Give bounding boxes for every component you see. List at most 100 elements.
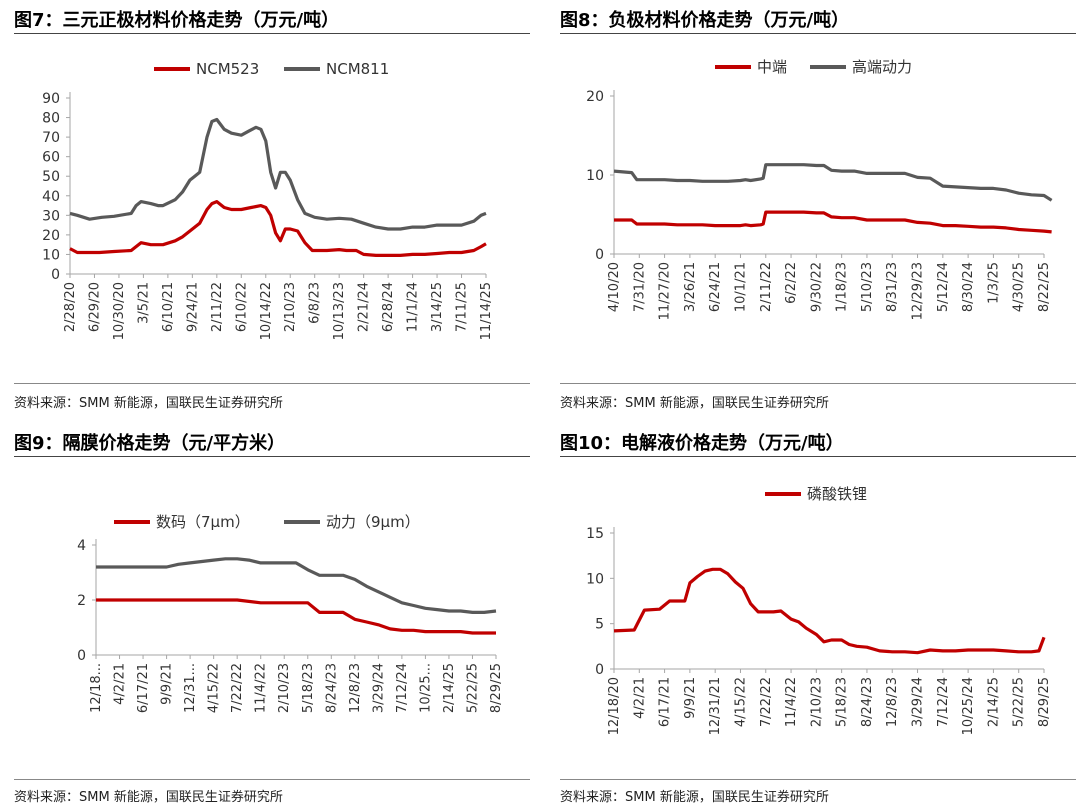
x-tick-label: 6/10/21 [161,282,176,332]
x-tick-label: 6/17/21 [658,677,673,727]
x-tick-label: 4/30/25 [1012,262,1027,312]
legend-label: 磷酸铁锂 [807,485,867,503]
x-tick-label: 6/10/22 [234,282,249,332]
divider [560,779,1076,780]
series-line [69,200,487,257]
x-tick-label: 12/29/23 [911,262,926,320]
y-tick-label: 70 [42,130,60,146]
chart-panel-10: 图10：电解液价格走势（万元/吨） 0 5 10 15 12/18/20 4/2/21 6/… [560,423,1076,806]
divider [14,456,530,457]
x-tick-label: 2/28/20 [63,282,78,332]
y-tick-label: 90 [42,91,60,107]
legend-label: NCM523 [196,60,259,78]
x-tick-label: 6/29/20 [87,282,102,332]
x-tick-label: 6/28/24 [381,282,396,332]
x-tick-label: 2/14/25 [986,677,1001,727]
chart-svg: 0 10 20 4/10/20 7/31/20 11/27/20 3/26/21 6/24/2… [586,58,1053,320]
x-tick-label: 9/24/21 [185,282,200,332]
x-tick-label: 6/24/21 [708,262,723,312]
series-line [613,567,1046,655]
x-tick-label: 11/4/22 [254,663,269,713]
x-tick-label: 5/10/23 [860,262,875,312]
y-tick-label: 0 [595,247,604,263]
x-tick-label: 3/29/24 [371,663,386,713]
x-tick-label: 4/2/21 [632,677,647,719]
divider [14,383,530,384]
x-tick-label: 4/10/20 [607,262,622,312]
divider [560,33,1076,34]
x-tick-label: 8/30/24 [961,262,976,312]
x-tick-label: 2/10/23 [809,677,824,727]
chart-svg: 0 5 10 15 12/18/20 4/2/21 6/17/21 9/9/21 12/31/2… [586,485,1052,735]
x-tick-label: 10/25... [418,663,433,713]
x-tick-label: 12/8/23 [885,677,900,727]
chart-svg: 0 10 20 30 40 50 60 70 80 90 2/28/20 6/29/20 10/30/2… [42,60,494,340]
x-tick-label: 3/5/21 [136,282,151,324]
legend-label: NCM811 [326,60,389,78]
x-tick-label: 2/10/23 [277,663,292,713]
series-line [96,557,497,614]
x-tick-label: 7/31/20 [632,262,647,312]
x-tick-label: 8/31/23 [885,262,900,312]
x-tick-label: 2/21/24 [357,282,372,332]
x-tick-label: 12/18... [89,663,104,713]
y-tick-label: 0 [77,648,86,664]
y-tick-label: 20 [586,89,604,105]
x-tick-label: 1/18/23 [835,262,850,312]
x-tick-label: 6/2/22 [784,262,799,304]
x-tick-label: 8/24/23 [324,663,339,713]
x-tick-label: 11/27/20 [658,262,673,320]
x-tick-label: 3/14/25 [430,282,445,332]
x-tick-label: 9/9/21 [683,677,698,719]
y-tick-label: 10 [586,571,604,587]
x-tick-label: 1/3/25 [986,262,1001,304]
source-note: 资料来源：SMM 新能源，国联民生证券研究所 [560,396,829,411]
chart-title: 图10：电解液价格走势（万元/吨） [560,433,844,454]
x-tick-label: 12/31/21 [708,677,723,735]
x-tick-label: 4/2/21 [113,663,128,705]
series-line [96,598,496,635]
x-tick-label: 5/18/23 [301,663,316,713]
x-tick-label: 2/11/22 [210,282,225,332]
y-tick-label: 50 [42,169,60,185]
x-tick-label: 3/29/24 [911,677,926,727]
y-tick-label: 80 [42,111,60,127]
y-tick-label: 0 [595,662,604,678]
chart-panel-7: 图7：三元正极材料价格走势（万元/吨） 0 10 20 30 40 50 60 70 80 90 2… [14,0,530,413]
x-tick-label: 3/26/21 [683,262,698,312]
x-tick-label: 7/22/22 [759,677,774,727]
chart-panel-9: 图9：隔膜价格走势（元/平方米） 0 2 4 12/18... 4/2/21 6/17/2… [14,423,530,806]
y-tick-label: 2 [77,593,86,609]
x-tick-label: 10/30/20 [112,282,127,340]
x-tick-label: 10/1/21 [733,262,748,312]
x-tick-label: 7/12/24 [395,663,410,713]
x-tick-label: 8/29/25 [489,663,504,713]
x-tick-label: 12/18/20 [607,677,622,735]
series-line [613,163,1053,202]
x-tick-label: 10/25/24 [961,677,976,735]
legend-label: 数码（7μm） [156,513,250,531]
x-tick-label: 7/12/24 [936,677,951,727]
y-tick-label: 20 [42,228,60,244]
chart-panel-8: 图8：负极材料价格走势（万元/吨） 0 10 20 4/10/20 7/31/20 11/… [560,0,1076,413]
x-tick-label: 10/14/22 [259,282,274,340]
y-tick-label: 60 [42,150,60,166]
x-tick-label: 5/22/25 [465,663,480,713]
y-tick-label: 5 [595,617,604,633]
x-tick-label: 12/31... [183,663,198,713]
x-tick-label: 7/11/25 [455,282,470,332]
x-tick-label: 6/17/21 [136,663,151,713]
legend-label: 高端动力 [852,58,912,76]
legend-label: 中端 [757,58,787,76]
y-tick-label: 30 [42,208,60,224]
divider [560,456,1076,457]
divider [14,779,530,780]
series-line [69,117,487,231]
source-note: 资料来源：SMM 新能源，国联民生证券研究所 [14,396,283,411]
y-tick-label: 0 [51,267,60,283]
x-tick-label: 10/13/23 [332,282,347,340]
x-tick-label: 5/12/24 [936,262,951,312]
legend-label: 动力（9μm） [326,513,420,531]
chart-title: 图9：隔膜价格走势（元/平方米） [14,433,286,454]
divider [560,383,1076,384]
